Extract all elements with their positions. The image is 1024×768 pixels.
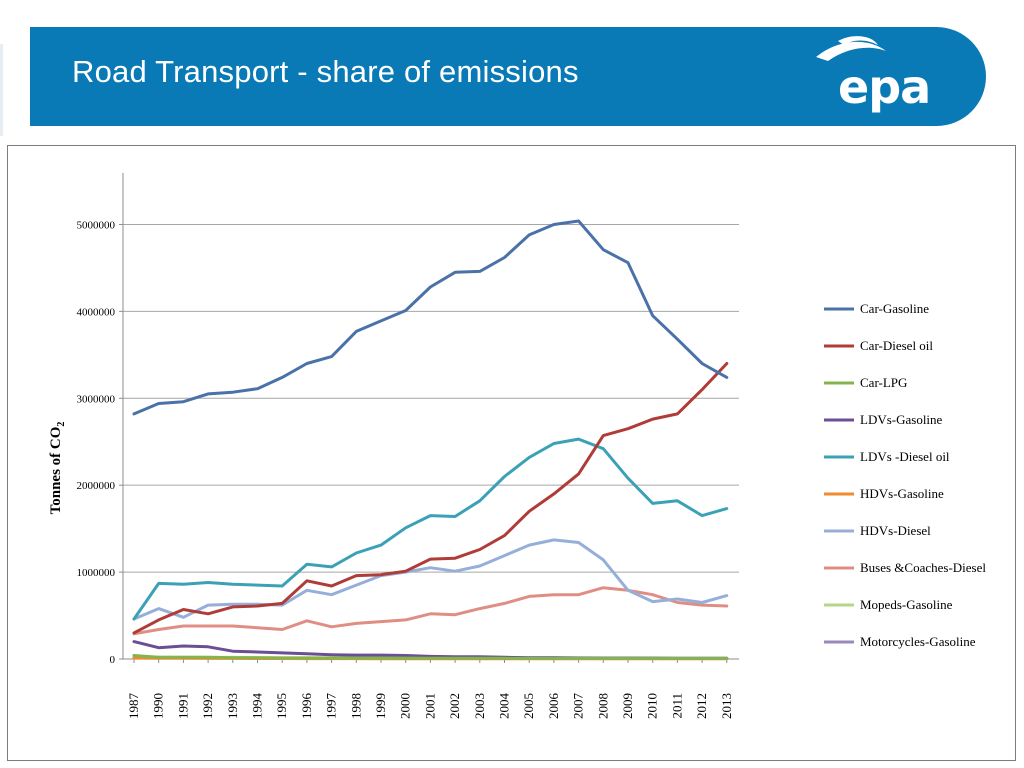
series-line-car-gasoline xyxy=(132,219,729,416)
x-tick-label: 1998 xyxy=(348,693,363,719)
x-tick-label: 1991 xyxy=(175,693,190,719)
left-edge-accent xyxy=(0,44,3,136)
x-tick-label: 1992 xyxy=(200,693,215,719)
x-tick-label: 1990 xyxy=(151,693,166,719)
x-tick-label: 1995 xyxy=(274,693,289,719)
x-tick-label: 1987 xyxy=(126,693,141,720)
legend-label: Mopeds-Gasoline xyxy=(860,597,953,612)
x-tick-label: 2006 xyxy=(546,693,561,720)
series-line-ldvs-diesel-oil xyxy=(132,437,729,621)
x-tick-label: 1993 xyxy=(225,693,240,719)
legend-label: HDVs-Diesel xyxy=(860,523,931,538)
legend-label: Motorcycles-Gasoline xyxy=(860,634,976,649)
series-line-car-lpg xyxy=(132,654,729,660)
epa-logo-swoosh-icon xyxy=(816,36,886,61)
series-line-hdvs-diesel xyxy=(132,538,729,621)
epa-logo-text: epa xyxy=(838,60,931,114)
grid-layer xyxy=(123,223,739,573)
legend-label: LDVs -Diesel oil xyxy=(860,449,950,464)
x-tick-label: 2007 xyxy=(571,693,586,720)
x-tick-label: 2001 xyxy=(422,693,437,719)
x-tick-label: 2004 xyxy=(497,693,512,720)
legend-label: Buses &Coaches-Diesel xyxy=(860,560,986,575)
series-line-ldvs-gasoline xyxy=(132,640,729,660)
x-tick-label: 2009 xyxy=(620,693,635,719)
x-tick-label: 1996 xyxy=(299,693,314,720)
y-axis-label: Tonnes of CO2 xyxy=(48,422,67,515)
header-band xyxy=(30,27,986,126)
legend-label: Car-LPG xyxy=(860,375,907,390)
x-tick-label: 2005 xyxy=(521,693,536,719)
x-tick-label: 2008 xyxy=(595,693,610,719)
axis-layer: 0 1000000 2000000 3000000 4000000 5000000 1987… xyxy=(77,173,739,720)
x-tick-label: 2003 xyxy=(472,693,487,719)
series-line-car-diesel-oil xyxy=(132,362,729,635)
x-tick-label: 2012 xyxy=(694,693,709,719)
legend-label: Car-Gasoline xyxy=(860,301,929,316)
x-tick-label: 2011 xyxy=(669,693,684,719)
y-axis-label-main: Tonnes of CO xyxy=(48,427,64,515)
x-tick-label: 2010 xyxy=(645,693,660,719)
line-chart: 0 1000000 2000000 3000000 4000000 5000000 1987… xyxy=(48,173,986,720)
legend-label: LDVs-Gasoline xyxy=(860,412,943,427)
x-tick-label: 1999 xyxy=(373,693,388,719)
y-tick-label: 1000000 xyxy=(77,567,116,579)
y-tick-label: 4000000 xyxy=(77,306,116,318)
legend-label: Car-Diesel oil xyxy=(860,338,933,353)
x-tick-label: 1997 xyxy=(324,693,339,720)
legend-layer: Car-Gasoline Car-Diesel oil Car-LPG LDVs-Ga… xyxy=(824,301,986,649)
x-tick-label: 2000 xyxy=(398,693,413,719)
slide-title: Road Transport - share of emissions xyxy=(72,54,579,89)
y-tick-label: 3000000 xyxy=(77,393,116,405)
x-tick-label: 2002 xyxy=(447,693,462,719)
legend-label: HDVs-Gasoline xyxy=(860,486,944,501)
x-tick-label: 1994 xyxy=(250,693,265,720)
y-tick-label: 5000000 xyxy=(77,219,116,231)
y-tick-label: 2000000 xyxy=(77,480,116,492)
chart-frame: 0 1000000 2000000 3000000 4000000 5000000 1987… xyxy=(7,145,1016,761)
x-tick-label: 2013 xyxy=(719,693,734,719)
series-layer xyxy=(132,219,729,661)
y-tick-label: 0 xyxy=(110,654,116,666)
y-axis-label-subscript: 2 xyxy=(56,422,67,427)
